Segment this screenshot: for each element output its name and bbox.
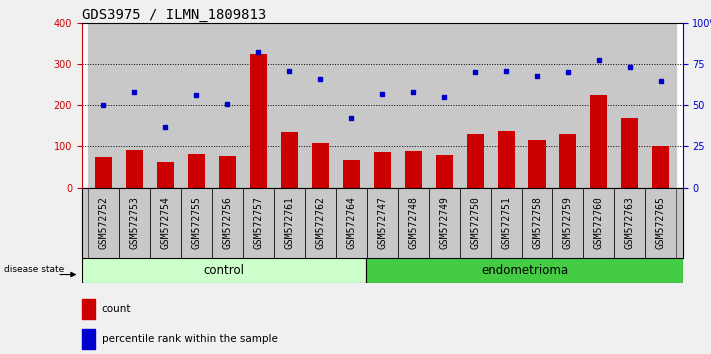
Bar bbox=[366, 258, 683, 283]
Text: count: count bbox=[102, 304, 131, 314]
Bar bbox=[188, 154, 205, 188]
Bar bbox=[242, 23, 274, 188]
Text: GSM572765: GSM572765 bbox=[656, 196, 666, 250]
Text: GSM572748: GSM572748 bbox=[408, 196, 418, 250]
Text: GSM572762: GSM572762 bbox=[315, 196, 325, 250]
Bar bbox=[95, 157, 112, 188]
Bar bbox=[498, 131, 515, 188]
Text: GSM572750: GSM572750 bbox=[470, 196, 480, 250]
Bar bbox=[150, 23, 181, 188]
Bar bbox=[522, 23, 552, 188]
Bar bbox=[212, 23, 242, 188]
Bar bbox=[491, 23, 522, 188]
Text: GSM572752: GSM572752 bbox=[98, 196, 109, 250]
Bar bbox=[219, 156, 236, 188]
Bar bbox=[343, 160, 360, 188]
Bar bbox=[157, 162, 174, 188]
Text: disease state: disease state bbox=[4, 265, 64, 274]
Bar bbox=[584, 23, 614, 188]
Bar bbox=[126, 150, 143, 188]
Text: GSM572763: GSM572763 bbox=[625, 196, 635, 250]
Bar bbox=[528, 140, 545, 188]
Bar bbox=[305, 23, 336, 188]
Text: GSM572753: GSM572753 bbox=[129, 196, 139, 250]
Bar bbox=[405, 150, 422, 188]
Text: percentile rank within the sample: percentile rank within the sample bbox=[102, 334, 277, 344]
Bar bbox=[367, 23, 397, 188]
Text: GSM572754: GSM572754 bbox=[161, 196, 171, 250]
Bar bbox=[436, 155, 453, 188]
Bar bbox=[466, 134, 483, 188]
Text: GSM572756: GSM572756 bbox=[223, 196, 232, 250]
Bar bbox=[119, 23, 150, 188]
Bar bbox=[653, 145, 669, 188]
Text: GSM572757: GSM572757 bbox=[253, 196, 263, 250]
Bar bbox=[281, 132, 298, 188]
Bar bbox=[621, 118, 638, 188]
Bar bbox=[250, 54, 267, 188]
Text: GSM572755: GSM572755 bbox=[191, 196, 201, 250]
Bar bbox=[82, 298, 95, 319]
Bar bbox=[646, 23, 676, 188]
Text: GSM572761: GSM572761 bbox=[284, 196, 294, 250]
Text: GSM572764: GSM572764 bbox=[346, 196, 356, 250]
Text: GSM572758: GSM572758 bbox=[532, 196, 542, 250]
Bar bbox=[459, 23, 491, 188]
Text: GSM572747: GSM572747 bbox=[377, 196, 387, 250]
Text: GSM572759: GSM572759 bbox=[563, 196, 573, 250]
Bar bbox=[181, 23, 212, 188]
Text: control: control bbox=[203, 264, 245, 277]
Bar bbox=[82, 258, 366, 283]
Text: GSM572751: GSM572751 bbox=[501, 196, 511, 250]
Bar bbox=[429, 23, 459, 188]
Bar bbox=[88, 23, 119, 188]
Bar bbox=[82, 329, 95, 349]
Bar bbox=[274, 23, 305, 188]
Text: GDS3975 / ILMN_1809813: GDS3975 / ILMN_1809813 bbox=[82, 8, 266, 22]
Text: endometrioma: endometrioma bbox=[481, 264, 568, 277]
Bar bbox=[311, 143, 328, 188]
Bar bbox=[560, 134, 577, 188]
Bar bbox=[590, 95, 607, 188]
Bar bbox=[614, 23, 646, 188]
Bar bbox=[374, 152, 390, 188]
Bar bbox=[397, 23, 429, 188]
Bar bbox=[552, 23, 584, 188]
Text: GSM572760: GSM572760 bbox=[594, 196, 604, 250]
Text: GSM572749: GSM572749 bbox=[439, 196, 449, 250]
Bar bbox=[336, 23, 367, 188]
